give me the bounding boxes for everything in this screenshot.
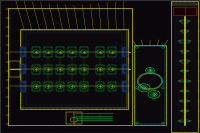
Bar (180, 80, 189, 82)
Bar (108, 65, 116, 74)
Bar (96, 47, 104, 57)
Bar (134, 45, 166, 125)
Bar (108, 82, 116, 91)
Bar (181, 100, 188, 102)
Bar (182, 90, 187, 92)
Bar (44, 65, 52, 74)
Bar (23, 31, 125, 107)
Bar (108, 47, 116, 57)
Bar (123, 82, 127, 91)
Bar (21, 30, 127, 108)
Bar (96, 82, 104, 91)
Bar (44, 47, 52, 57)
Bar (80, 82, 88, 91)
Bar (32, 82, 40, 91)
Bar (180, 120, 189, 122)
Bar (122, 81, 128, 92)
Bar (66, 112, 82, 124)
Bar (182, 110, 187, 112)
Bar (20, 81, 26, 92)
Bar (32, 65, 40, 74)
Bar (56, 65, 64, 74)
Bar (21, 82, 25, 91)
Bar (68, 82, 76, 91)
Bar (172, 3, 197, 5)
Bar (44, 82, 52, 91)
Bar (20, 47, 26, 57)
Bar (182, 50, 187, 53)
Bar (182, 70, 187, 72)
Bar (182, 30, 187, 33)
Bar (180, 40, 189, 43)
Bar (20, 29, 128, 109)
Bar (80, 47, 88, 57)
Bar (21, 65, 25, 73)
Bar (56, 82, 64, 91)
Bar (68, 65, 76, 74)
Bar (80, 65, 88, 74)
Bar (173, 7, 196, 15)
Bar (9, 61, 20, 77)
Bar (122, 64, 128, 74)
Bar (21, 48, 25, 56)
Bar (181, 60, 188, 63)
Bar (8, 8, 132, 125)
Bar (32, 47, 40, 57)
Bar (96, 65, 104, 74)
Bar (26, 33, 122, 105)
Bar (123, 65, 127, 73)
Bar (123, 48, 127, 56)
Bar (171, 1, 198, 132)
Bar (122, 47, 128, 57)
Bar (56, 47, 64, 57)
Bar (181, 20, 188, 23)
Bar (20, 64, 26, 74)
Bar (68, 47, 76, 57)
Bar (135, 46, 165, 124)
